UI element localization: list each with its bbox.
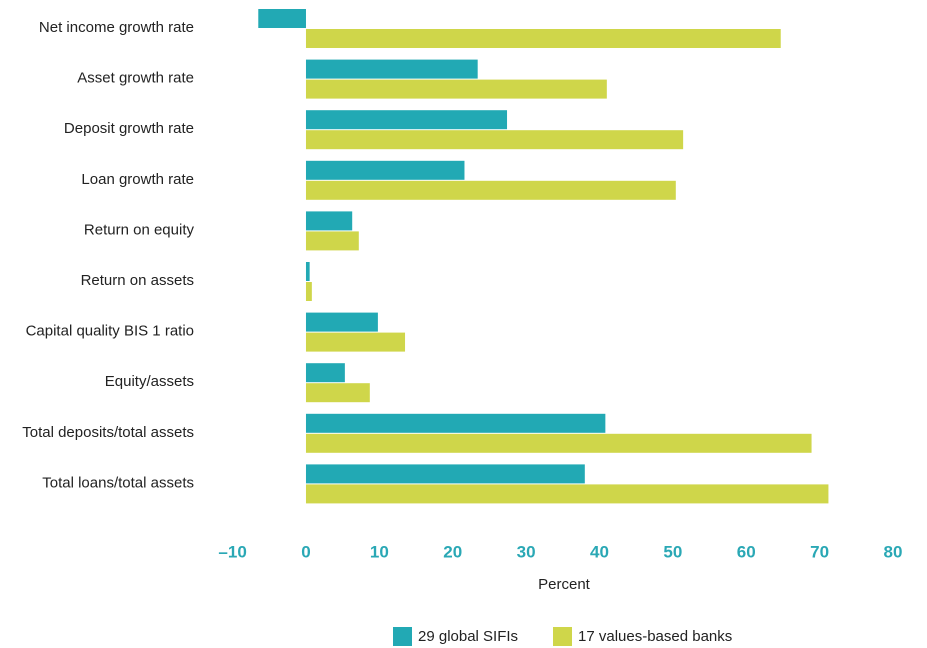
x-tick-label: 0: [301, 542, 310, 561]
bar: [258, 9, 306, 28]
bar: [305, 59, 478, 79]
legend-label: 17 values-based banks: [578, 628, 732, 645]
x-tick-label: 50: [663, 542, 682, 561]
x-tick-label: 70: [810, 542, 829, 561]
bar: [305, 79, 607, 99]
y-tick-label: Net income growth rate: [39, 19, 194, 36]
bar: [305, 464, 585, 484]
legend-label: 29 global SIFIs: [418, 628, 518, 645]
bar: [305, 282, 312, 301]
x-axis-label: Percent: [538, 576, 591, 593]
x-tick-label: 40: [590, 542, 609, 561]
x-tick-label: –10: [218, 542, 246, 561]
bar: [305, 29, 781, 48]
bar: [305, 130, 684, 150]
y-tick-label: Deposit growth rate: [64, 120, 194, 137]
y-tick-label: Total loans/total assets: [42, 474, 194, 491]
y-tick-label: Equity/assets: [105, 373, 194, 390]
x-tick-label: 80: [884, 542, 903, 561]
legend-swatch: [393, 627, 412, 646]
y-tick-label: Return on assets: [81, 272, 194, 289]
y-tick-label: Loan growth rate: [81, 171, 194, 188]
bar: [305, 262, 310, 281]
legend-swatch: [553, 627, 572, 646]
x-tick-label: 10: [370, 542, 389, 561]
y-tick-label: Capital quality BIS 1 ratio: [26, 323, 194, 340]
bar: [305, 484, 829, 504]
bar: [305, 332, 406, 352]
bar: [305, 180, 676, 200]
x-tick-label: 20: [443, 542, 462, 561]
bar: [305, 312, 378, 332]
x-tick-label: 60: [737, 542, 756, 561]
y-tick-label: Asset growth rate: [77, 70, 194, 87]
bar: [305, 383, 370, 403]
bar: [305, 211, 353, 231]
bar: [305, 160, 465, 180]
y-tick-label: Return on equity: [84, 221, 195, 238]
x-tick-label: 30: [517, 542, 536, 561]
bar: [305, 363, 345, 383]
bar: [305, 433, 812, 453]
y-tick-label: Total deposits/total assets: [22, 424, 194, 441]
bar: [305, 413, 606, 433]
bar: [305, 231, 359, 251]
bar: [305, 110, 508, 130]
